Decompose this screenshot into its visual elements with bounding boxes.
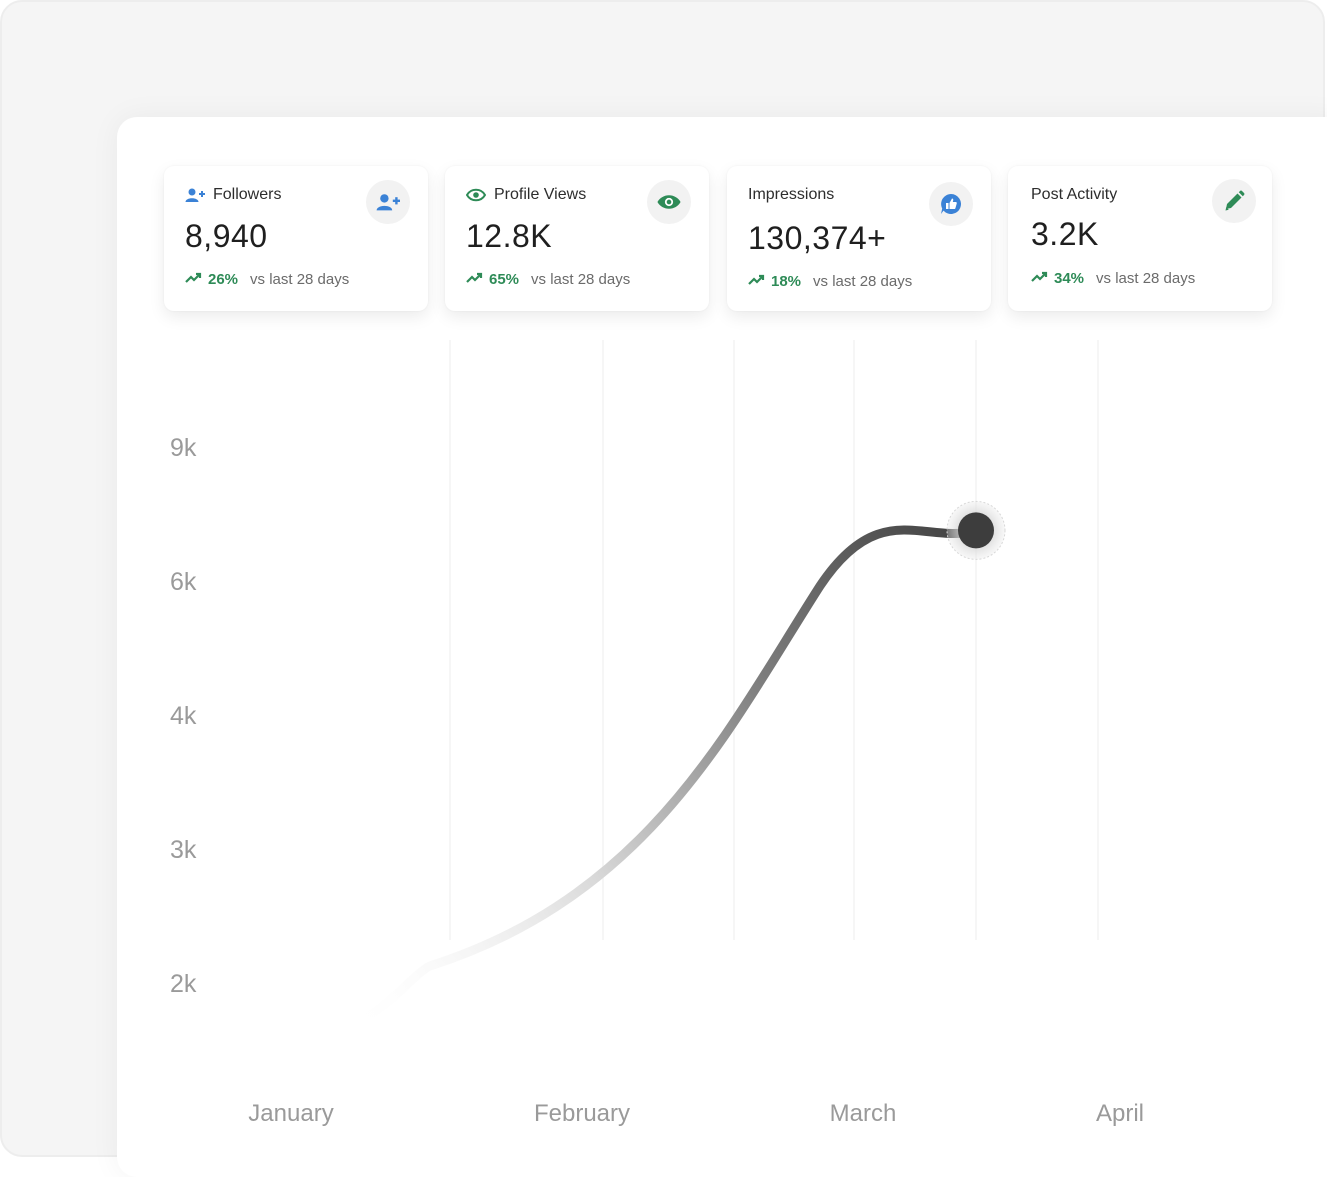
eye-icon [466,187,486,203]
x-tick-label: March [829,1100,897,1127]
card-title-text: Impressions [748,186,835,203]
thumbs-up-chat-icon-button[interactable] [929,182,973,226]
change-percent: 26% [208,271,239,288]
card-value: 8,940 [185,218,268,254]
trend-up-icon [1031,270,1048,287]
eye-icon [657,195,681,209]
trend-up-icon [748,273,765,290]
card-change: 34% vs last 28 days [1031,270,1195,287]
stat-card-profile-views[interactable]: Profile Views 12.8K 65% vs last 28 days [445,166,709,311]
card-title: Followers [185,186,281,204]
card-title: Impressions [748,186,834,204]
card-value: 130,374+ [748,220,887,256]
change-period: vs last 28 days [531,271,631,288]
thumbs-up-chat-icon [941,193,962,214]
change-period: vs last 28 days [813,273,913,290]
x-tick-label: January [248,1100,334,1127]
card-title-text: Post Activity [1031,186,1118,203]
user-plus-icon [376,194,400,211]
y-tick-label: 2k [170,970,197,998]
change-percent: 34% [1054,270,1085,287]
card-change: 65% vs last 28 days [466,271,630,288]
x-tick-label: February [533,1100,631,1127]
eye-icon-button[interactable] [647,180,691,224]
x-tick-label: April [1095,1100,1145,1127]
card-value: 12.8K [466,218,553,254]
y-tick-label: 3k [170,836,197,864]
pencil-icon [1225,190,1245,211]
stat-card-post-activity[interactable]: Post Activity 3.2K 34% vs last 28 days [1008,166,1272,311]
highlight-point[interactable] [958,512,994,549]
card-title: Post Activity [1031,186,1117,204]
stat-card-followers[interactable]: Followers 8,940 26% vs last 28 days [164,166,428,311]
card-change: 18% vs last 28 days [748,273,912,290]
change-percent: 65% [489,271,520,288]
change-period: vs last 28 days [1096,270,1196,287]
change-period: vs last 28 days [250,271,350,288]
y-tick-label: 4k [170,702,197,730]
trend-up-icon [185,271,202,288]
user-plus-icon-button[interactable] [366,180,410,224]
card-title-text: Followers [213,186,282,203]
card-change: 26% vs last 28 days [185,271,349,288]
series-line [335,525,981,1031]
pencil-icon-button[interactable] [1212,179,1256,223]
card-value: 3.2K [1031,216,1099,252]
y-tick-label: 9k [170,434,197,462]
card-title: Profile Views [466,186,586,204]
user-plus-icon [185,187,205,203]
trend-up-icon [466,271,483,288]
change-percent: 18% [771,273,802,290]
stat-card-impressions[interactable]: Impressions 130,374+ 18% vs last 28 days [727,166,991,311]
card-title-text: Profile Views [494,186,587,203]
y-tick-label: 6k [170,568,197,596]
